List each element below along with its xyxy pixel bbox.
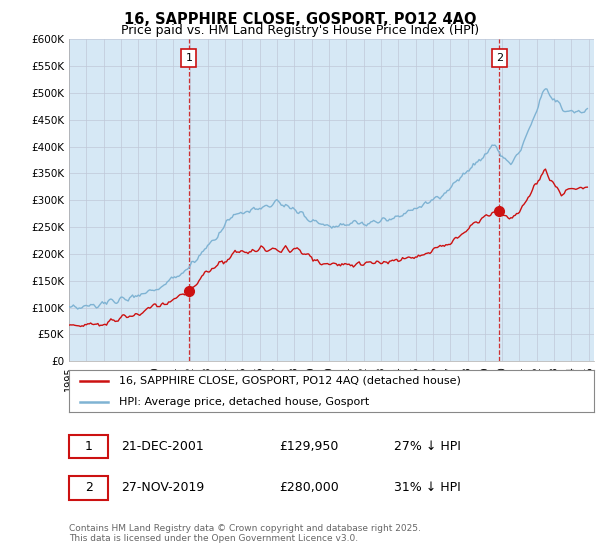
- Text: Contains HM Land Registry data © Crown copyright and database right 2025.
This d: Contains HM Land Registry data © Crown c…: [69, 524, 421, 543]
- Text: 27% ↓ HPI: 27% ↓ HPI: [395, 440, 461, 453]
- Text: 16, SAPPHIRE CLOSE, GOSPORT, PO12 4AQ (detached house): 16, SAPPHIRE CLOSE, GOSPORT, PO12 4AQ (d…: [119, 376, 461, 386]
- Text: HPI: Average price, detached house, Gosport: HPI: Average price, detached house, Gosp…: [119, 398, 369, 407]
- FancyBboxPatch shape: [69, 476, 109, 500]
- Text: Price paid vs. HM Land Registry's House Price Index (HPI): Price paid vs. HM Land Registry's House …: [121, 24, 479, 37]
- Text: 2: 2: [496, 53, 503, 63]
- Text: 27-NOV-2019: 27-NOV-2019: [121, 481, 205, 494]
- Text: £280,000: £280,000: [279, 481, 339, 494]
- Text: 1: 1: [85, 440, 92, 453]
- Text: 2: 2: [85, 481, 92, 494]
- Text: 1: 1: [185, 53, 193, 63]
- Text: £129,950: £129,950: [279, 440, 338, 453]
- Text: 16, SAPPHIRE CLOSE, GOSPORT, PO12 4AQ: 16, SAPPHIRE CLOSE, GOSPORT, PO12 4AQ: [124, 12, 476, 27]
- FancyBboxPatch shape: [69, 435, 109, 458]
- Text: 31% ↓ HPI: 31% ↓ HPI: [395, 481, 461, 494]
- Text: 21-DEC-2001: 21-DEC-2001: [121, 440, 204, 453]
